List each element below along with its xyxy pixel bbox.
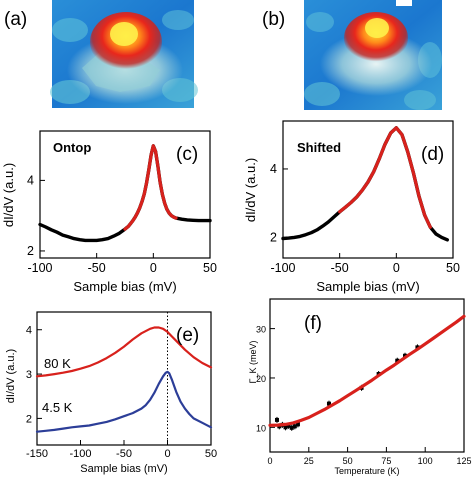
chart-d-xtick-label: 50 (446, 261, 460, 275)
chart-f-xlabel: Temperature (K) (334, 466, 399, 476)
chart-e-xtick-label: -100 (69, 448, 91, 460)
chart-e: -150 -100 -50 0 50 2 3 4 80 K 4.5 K (e) Sample … (5, 311, 217, 475)
chart-e-series-label-4k: 4.5 K (42, 400, 73, 415)
chart-f-point (326, 401, 331, 406)
chart-f-point (286, 423, 291, 428)
chart-c-xtick-label: 50 (203, 261, 217, 275)
chart-f-xtick-label: 75 (381, 456, 391, 466)
chart-f-xtick-label: 50 (343, 456, 353, 466)
chart-f-point (283, 425, 288, 430)
chart-e-series-line-0 (35, 326, 213, 378)
chart-f-ylabel: Γ_K (meV) (248, 341, 258, 384)
chart-f-point (289, 425, 294, 430)
chart-e-xtick-label: -50 (116, 448, 132, 460)
chart-d-series-fit (338, 126, 432, 229)
chart-d: -100 -50 0 50 2 4 Shifted (d) Sample bias (mV… (243, 120, 460, 294)
chart-e-xtick-label: 50 (205, 448, 217, 460)
chart-e-series-label-80k: 80 K (44, 356, 71, 371)
chart-d-ytick-label: 2 (270, 230, 277, 244)
chart-d-ytick-label: 4 (270, 162, 277, 176)
panel-label-d: (d) (421, 144, 444, 165)
chart-f-series-fit (268, 314, 466, 427)
chart-f-xtick-label: 100 (418, 456, 433, 466)
chart-f-point (292, 424, 297, 429)
chart-c-frame (39, 130, 211, 259)
chart-e-xlabel: Sample bias (mV) (80, 463, 167, 475)
chart-f-ytick-label: 30 (256, 325, 266, 335)
chart-c-xlabel: Sample bias (mV) (73, 279, 176, 294)
panel-label-c: (c) (176, 144, 198, 165)
chart-f-ytick-label: 20 (256, 374, 266, 384)
chart-e-ylabel: dI/dV (a.u.) (5, 349, 17, 403)
panel-label-f: (f) (304, 313, 322, 334)
stm-image-b (304, 0, 442, 110)
chart-e-ytick-label: 2 (26, 413, 32, 425)
panel-label-a: (a) (4, 9, 27, 30)
stm-image-a (50, 0, 198, 108)
chart-e-series-line-1 (35, 370, 213, 433)
chart-c-series-fit (123, 144, 178, 231)
chart-f-ytick-label: 10 (256, 423, 266, 433)
chart-f-point (274, 417, 279, 422)
chart-d-annotation: Shifted (297, 140, 341, 155)
panel-label-b: (b) (262, 9, 285, 30)
chart-f-xtick-label: 0 (267, 456, 272, 466)
chart-d-xtick-label: -50 (331, 261, 349, 275)
chart-c-ylabel: dI/dV (a.u.) (1, 163, 16, 227)
chart-d-frame (282, 120, 454, 259)
chart-d-ylabel: dI/dV (a.u.) (243, 158, 258, 222)
chart-f-frame (269, 298, 465, 453)
chart-e-ytick-label: 3 (26, 369, 32, 381)
chart-c-xtick-label: -100 (27, 261, 52, 275)
chart-f-xtick-label: 125 (456, 456, 471, 466)
chart-c-ytick-label: 2 (27, 244, 34, 258)
chart-d-xlabel: Sample bias (mV) (316, 279, 419, 294)
chart-c-xtick-label: 0 (150, 261, 157, 275)
chart-e-ytick-label: 4 (26, 325, 32, 337)
chart-e-xtick-label: 0 (164, 448, 170, 460)
chart-c-xtick-label: -50 (88, 261, 106, 275)
chart-d-xtick-label: 0 (393, 261, 400, 275)
panel-label-e: (e) (176, 325, 199, 346)
chart-c-ytick-label: 4 (27, 173, 34, 187)
chart-c-annotation: Ontop (53, 140, 91, 155)
chart-e-xtick-label: -150 (26, 448, 48, 460)
chart-d-xtick-label: -100 (270, 261, 295, 275)
chart-f-point (395, 358, 400, 363)
chart-f-point (295, 422, 300, 427)
chart-f-xtick-label: 25 (304, 456, 314, 466)
